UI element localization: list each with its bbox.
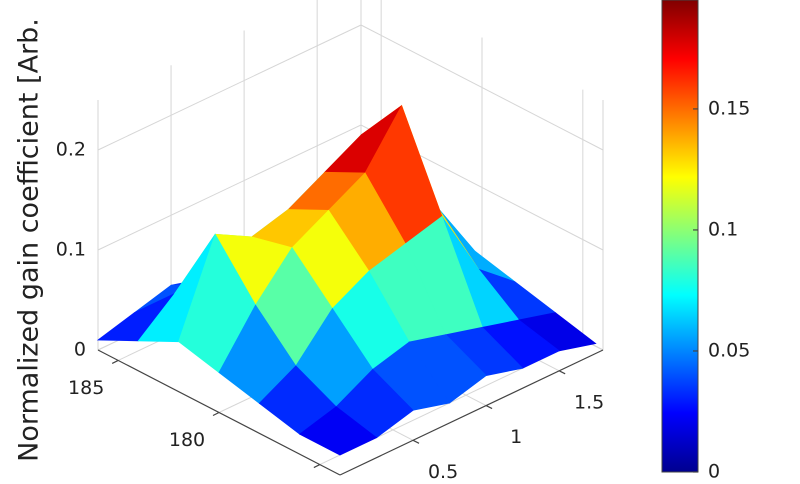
z-tick-label: 0.2 [56,139,86,161]
colorbar-tick-label: 0.05 [708,339,750,361]
y-tick [313,464,321,469]
y-tick-label: 180 [169,429,205,451]
x-tick [412,439,420,444]
colorbar-tick-label: 0 [708,461,720,481]
x-tick [485,405,493,410]
x-tick-label: 0.5 [428,461,458,480]
z-tick-label: 0 [74,339,86,361]
y-tick-label: 185 [68,377,104,399]
surface-cell [298,406,378,456]
x-tick-label: 1.5 [574,391,604,413]
axis-line [339,349,604,476]
z-tick-label: 0.1 [56,239,86,261]
axis-line [97,349,341,476]
colorbar-tick-label: 0.1 [708,218,738,240]
y-tick [212,411,220,417]
y-tick [111,359,119,364]
x-tick-label: 1 [510,426,522,448]
colorbar-tick-label: 0.15 [708,97,750,119]
x-tick [558,370,566,375]
grid-line [97,24,362,151]
z-axis-label: Normalized gain coefficient [Arb. [14,18,45,462]
colorbar [661,0,699,473]
